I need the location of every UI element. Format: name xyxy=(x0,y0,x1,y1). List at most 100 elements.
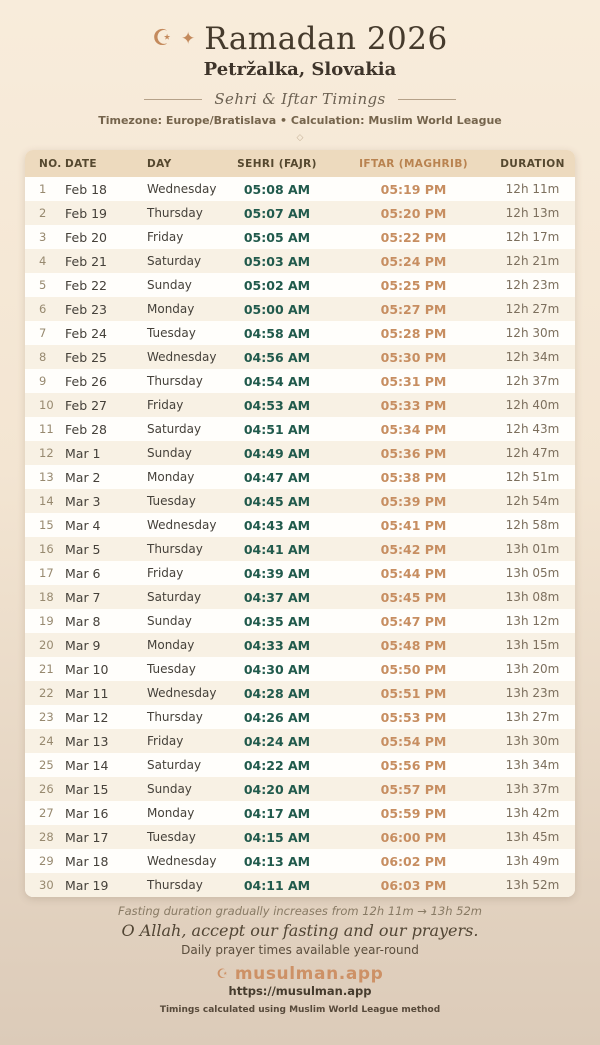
cell-date: Feb 26 xyxy=(65,373,108,389)
cell-iftar: 05:48 PM xyxy=(380,637,447,653)
cell-duration: 13h 23m xyxy=(505,686,560,700)
cell-day: Saturday xyxy=(147,422,202,436)
cell-date: Mar 13 xyxy=(65,733,109,749)
cell-date: Mar 15 xyxy=(65,781,109,797)
cell-no: 10 xyxy=(39,398,54,412)
location-subtitle: Petržalka, Slovakia xyxy=(203,59,397,80)
cell-no: 18 xyxy=(39,590,54,604)
cell-sehri: 04:45 AM xyxy=(243,493,311,509)
cell-no: 27 xyxy=(39,806,54,820)
cell-date: Feb 19 xyxy=(65,205,108,221)
cell-date: Mar 6 xyxy=(65,565,101,581)
cell-date: Mar 11 xyxy=(65,685,109,701)
cell-duration: 13h 30m xyxy=(505,734,560,748)
timings-table: NO. DATE DAY SEHRI (FAJR) IFTAR (MAGHRIB) DUR… xyxy=(25,150,575,897)
brand-link[interactable]: ☪ musulman.app xyxy=(217,964,384,984)
cell-sehri: 04:35 AM xyxy=(243,613,311,629)
cell-sehri: 04:39 AM xyxy=(243,565,311,581)
cell-duration: 12h 34m xyxy=(505,350,560,364)
cell-day: Thursday xyxy=(147,710,203,724)
column-header-date: DATE xyxy=(65,157,97,170)
cell-date: Feb 21 xyxy=(65,253,108,269)
cell-sehri: 04:15 AM xyxy=(243,829,311,845)
cell-no: 29 xyxy=(39,854,54,868)
cell-no: 6 xyxy=(39,302,47,316)
page-header: ☪ ✦ Ramadan 2026 Petržalka, Slovakia Seh… xyxy=(0,0,600,144)
divider-line-left xyxy=(144,98,203,100)
cell-sehri: 04:51 AM xyxy=(243,421,311,437)
cell-duration: 12h 40m xyxy=(505,398,560,412)
crescent-star-icon: ☪ xyxy=(152,26,173,51)
table-row: 27 Mar 16 Monday 04:17 AM 05:59 PM 13h 42m xyxy=(25,801,575,825)
cell-day: Tuesday xyxy=(147,494,196,508)
cell-no: 2 xyxy=(39,206,47,220)
cell-date: Feb 18 xyxy=(65,181,108,197)
cell-sehri: 04:37 AM xyxy=(243,589,311,605)
cell-sehri: 04:56 AM xyxy=(243,349,311,365)
cell-iftar: 05:25 PM xyxy=(380,277,447,293)
cell-sehri: 04:20 AM xyxy=(243,781,311,797)
cell-iftar: 05:57 PM xyxy=(380,781,447,797)
column-header-no: NO. xyxy=(39,157,62,170)
cell-sehri: 05:03 AM xyxy=(243,253,311,269)
cell-day: Wednesday xyxy=(147,686,217,700)
cell-duration: 13h 20m xyxy=(505,662,560,676)
cell-duration: 12h 37m xyxy=(505,374,560,388)
cell-day: Tuesday xyxy=(147,830,196,844)
table-row: 25 Mar 14 Saturday 04:22 AM 05:56 PM 13h 34m xyxy=(25,753,575,777)
cell-date: Mar 12 xyxy=(65,709,109,725)
cell-day: Friday xyxy=(147,230,184,244)
cell-sehri: 05:08 AM xyxy=(243,181,311,197)
column-header-sehri: SEHRI (FAJR) xyxy=(237,157,317,170)
cell-iftar: 05:54 PM xyxy=(380,733,447,749)
cell-day: Sunday xyxy=(147,614,192,628)
cell-iftar: 05:19 PM xyxy=(380,181,447,197)
cell-duration: 12h 54m xyxy=(505,494,560,508)
cell-no: 16 xyxy=(39,542,54,556)
timings-subtitle: Sehri & Iftar Timings xyxy=(214,90,386,108)
availability-note: Daily prayer times available year-round xyxy=(181,943,419,957)
cell-date: Mar 4 xyxy=(65,517,101,533)
brand-url[interactable]: https://musulman.app xyxy=(228,984,372,998)
cell-duration: 12h 11m xyxy=(505,182,560,196)
page-footer: Fasting duration gradually increases fro… xyxy=(0,904,600,1016)
cell-date: Mar 8 xyxy=(65,613,101,629)
cell-iftar: 05:39 PM xyxy=(380,493,447,509)
cell-iftar: 05:24 PM xyxy=(380,253,447,269)
cell-day: Saturday xyxy=(147,254,202,268)
cell-day: Tuesday xyxy=(147,326,196,340)
cell-date: Mar 3 xyxy=(65,493,101,509)
cell-iftar: 05:45 PM xyxy=(380,589,447,605)
cell-day: Wednesday xyxy=(147,350,217,364)
table-row: 13 Mar 2 Monday 04:47 AM 05:38 PM 12h 51m xyxy=(25,465,575,489)
cell-sehri: 05:02 AM xyxy=(243,277,311,293)
cell-iftar: 05:34 PM xyxy=(380,421,447,437)
cell-day: Monday xyxy=(147,806,195,820)
column-header-duration: DURATION xyxy=(500,157,565,170)
cell-no: 8 xyxy=(39,350,47,364)
dua-quote: O Allah, accept our fasting and our pray… xyxy=(121,921,479,940)
table-row: 16 Mar 5 Thursday 04:41 AM 05:42 PM 13h 01m xyxy=(25,537,575,561)
cell-iftar: 05:51 PM xyxy=(380,685,447,701)
cell-sehri: 05:07 AM xyxy=(243,205,311,221)
table-row: 11 Feb 28 Saturday 04:51 AM 05:34 PM 12h 43m xyxy=(25,417,575,441)
table-row: 14 Mar 3 Tuesday 04:45 AM 05:39 PM 12h 54m xyxy=(25,489,575,513)
cell-duration: 13h 05m xyxy=(505,566,560,580)
cell-no: 25 xyxy=(39,758,54,772)
cell-duration: 12h 21m xyxy=(505,254,560,268)
cell-iftar: 05:20 PM xyxy=(380,205,447,221)
table-row: 15 Mar 4 Wednesday 04:43 AM 05:41 PM 12h 58m xyxy=(25,513,575,537)
table-row: 7 Feb 24 Tuesday 04:58 AM 05:28 PM 12h 30m xyxy=(25,321,575,345)
cell-iftar: 05:56 PM xyxy=(380,757,447,773)
cell-date: Mar 16 xyxy=(65,805,109,821)
cell-sehri: 04:28 AM xyxy=(243,685,311,701)
cell-no: 3 xyxy=(39,230,47,244)
cell-day: Friday xyxy=(147,398,184,412)
cell-sehri: 04:58 AM xyxy=(243,325,311,341)
cell-sehri: 05:00 AM xyxy=(243,301,311,317)
table-row: 29 Mar 18 Wednesday 04:13 AM 06:02 PM 13h 49m xyxy=(25,849,575,873)
cell-day: Thursday xyxy=(147,374,203,388)
cell-iftar: 05:44 PM xyxy=(380,565,447,581)
cell-duration: 13h 34m xyxy=(505,758,560,772)
cell-date: Feb 22 xyxy=(65,277,108,293)
